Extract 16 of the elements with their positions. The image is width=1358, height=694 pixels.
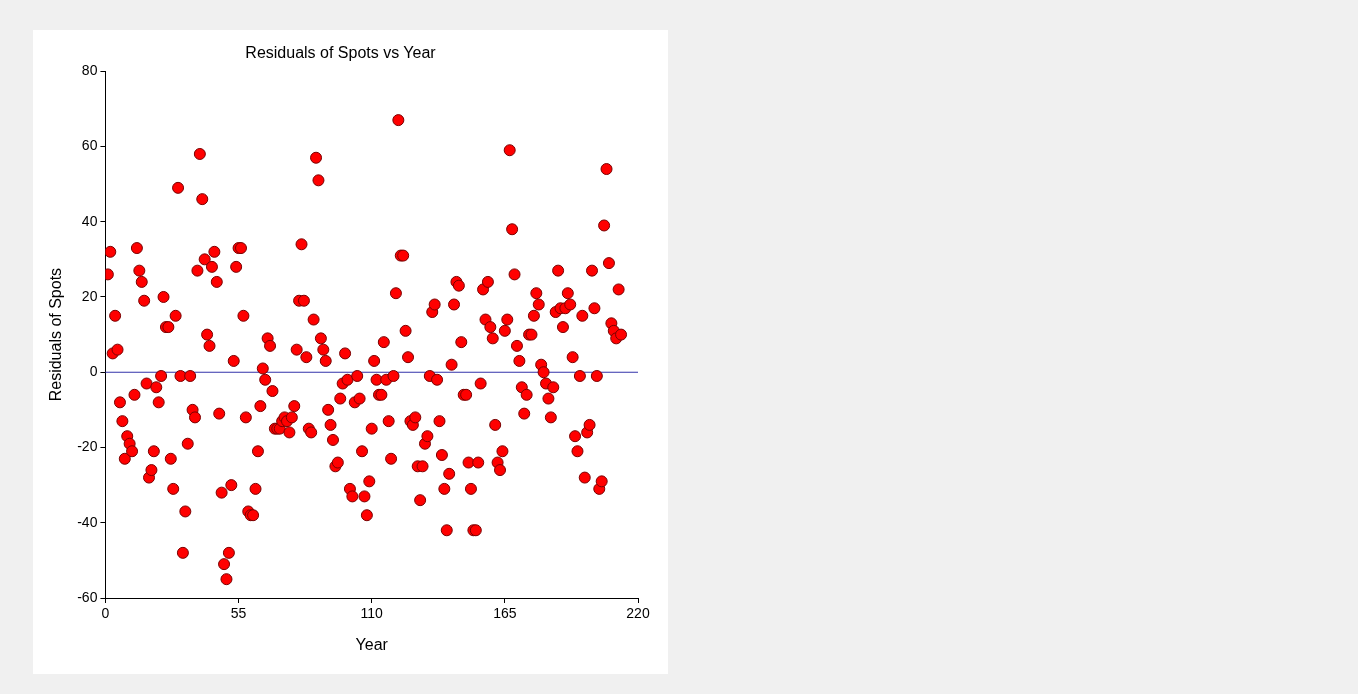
y-tick-label: 0 bbox=[89, 363, 98, 380]
y-tick-label: 20 bbox=[81, 287, 98, 304]
x-tick-label: 55 bbox=[230, 605, 247, 622]
x-tick-label: 220 bbox=[626, 605, 650, 622]
x-tick-label: 165 bbox=[493, 605, 517, 622]
x-tick-label: 110 bbox=[360, 605, 384, 622]
chart-title: Residuals of Spots vs Year bbox=[245, 44, 437, 62]
y-tick-label: -20 bbox=[77, 438, 98, 455]
y-tick-label: 80 bbox=[81, 62, 98, 79]
x-axis-title: Year bbox=[355, 635, 389, 653]
y-tick-label: 40 bbox=[81, 212, 98, 229]
y-tick-label: -40 bbox=[77, 513, 98, 530]
y-tick-label: -60 bbox=[77, 588, 98, 605]
y-tick-label: 60 bbox=[81, 137, 98, 154]
x-tick-label: 0 bbox=[101, 605, 110, 622]
y-axis-title: Residuals of Spots bbox=[47, 267, 65, 402]
